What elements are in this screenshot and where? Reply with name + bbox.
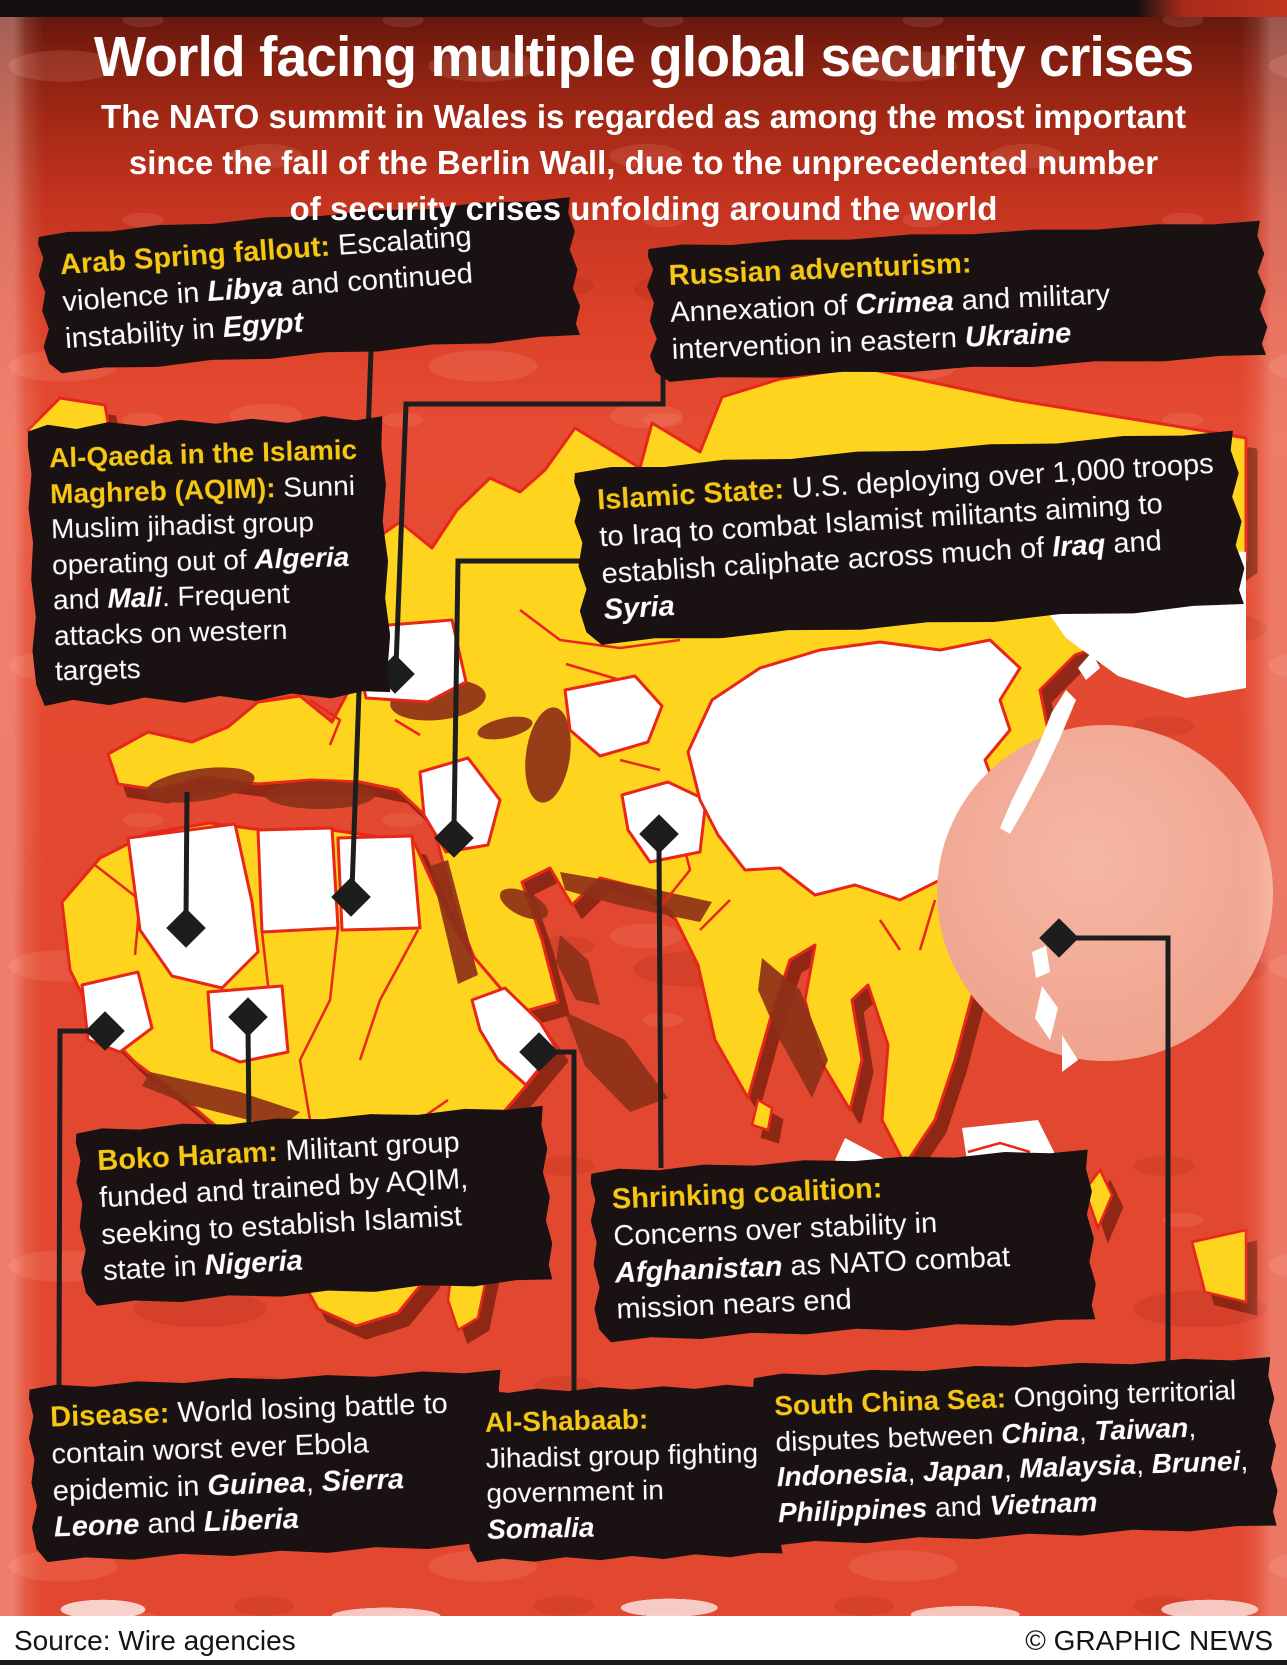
callout-text: Brunei <box>1151 1445 1241 1480</box>
callout-text: and <box>926 1489 991 1523</box>
callout-boko-haram: Boko Haram: Militant group funded and tr… <box>74 1104 555 1308</box>
callout-text: Iraq <box>1051 528 1107 564</box>
callout-text: Ukraine <box>964 316 1072 354</box>
malaysia-border <box>967 1141 1031 1154</box>
callout-text: and <box>138 1506 205 1541</box>
connector-south-china-sea <box>1060 935 1171 1372</box>
callout-text: Egypt <box>221 306 305 344</box>
connector-ukraine <box>393 370 666 667</box>
callout-al-shabaab: Al-Shabaab: Jihadist group fighting gover… <box>464 1383 784 1564</box>
sulawesi <box>1083 1167 1114 1232</box>
philippines <box>1035 986 1058 1040</box>
callout-text: China <box>1000 1415 1080 1450</box>
callout-text: Philippines <box>777 1491 928 1528</box>
sri-lanka <box>750 1098 774 1132</box>
callout-heading: Boko Haram: <box>96 1135 279 1178</box>
nigeria-diamond-icon <box>228 997 268 1037</box>
callout-text: , <box>1239 1444 1249 1477</box>
callout-text: Malaysia <box>1018 1448 1137 1484</box>
callout-text: Indonesia <box>776 1456 908 1493</box>
callout-shrinking-coalition: Shrinking coalition: Concerns over stabil… <box>589 1148 1098 1344</box>
top-bar-red-notch <box>1137 0 1287 17</box>
callout-text: , <box>1135 1448 1153 1480</box>
callout-heading: Disease: <box>49 1397 170 1434</box>
callout-text: , <box>1187 1411 1197 1443</box>
callout-text: and <box>52 583 108 616</box>
callout-south-china-sea: South China Sea: Ongoing territorial dis… <box>751 1355 1279 1547</box>
subtitle-line: since the fall of the Berlin Wall, due t… <box>128 144 1159 182</box>
callout-text: , <box>305 1465 323 1499</box>
page-title: World facing multiple global security cr… <box>93 25 1194 89</box>
callout-text: Japan <box>922 1453 1005 1488</box>
callout-text: Guinea <box>206 1466 307 1502</box>
connector-syria <box>451 558 612 829</box>
callout-heading: South China Sea: <box>773 1382 1007 1422</box>
egypt-diamond-icon <box>331 877 371 917</box>
guinea-diamond-icon <box>85 1011 125 1051</box>
callout-text: , <box>1003 1452 1020 1485</box>
callout-text: Crimea <box>854 284 955 322</box>
footer-rule <box>0 1660 1287 1665</box>
callout-text: U.S. deploying over 1,000 troops to Iraq… <box>598 447 1215 590</box>
callout-heading: Al-Shabaab: <box>484 1403 649 1438</box>
somalia-diamond-icon <box>519 1032 559 1072</box>
callout-text: , <box>906 1456 924 1488</box>
callout-text: and <box>1104 524 1163 561</box>
callout-text: , <box>1078 1414 1095 1447</box>
callout-text: Somalia <box>486 1511 595 1545</box>
japan <box>1000 690 1076 834</box>
top-black-bar <box>0 0 1287 17</box>
syria-diamond-icon <box>434 818 474 858</box>
callout-heading: Islamic State: <box>596 473 785 517</box>
callout-text: Vietnam <box>988 1485 1098 1521</box>
callout-text: Mali <box>107 581 163 615</box>
country-syria-iraq <box>418 756 502 854</box>
caspian-sea <box>525 707 571 803</box>
connector-afghanistan <box>656 845 664 1169</box>
callout-text: Jihadist group fighting government in <box>485 1436 759 1509</box>
footer-credit: © GRAPHIC NEWS <box>1025 1625 1273 1656</box>
country-central-asia <box>563 674 664 758</box>
persian-gulf <box>499 888 549 920</box>
afghanistan-diamond-icon <box>639 814 679 854</box>
diamond-markers <box>85 654 1079 1072</box>
new-guinea <box>1190 1228 1248 1304</box>
south-china-sea-diamond-icon <box>1039 918 1079 958</box>
philippines-south <box>1062 1035 1078 1072</box>
connector-nigeria <box>245 1025 252 1129</box>
callout-text: Algeria <box>253 540 350 575</box>
callout-text: Libya <box>206 270 284 308</box>
footer: Source: Wire agencies © GRAPHIC NEWS <box>0 1616 1287 1673</box>
callout-text: Annexation of <box>669 289 857 329</box>
subtitle-line: The NATO summit in Wales is regarded as … <box>101 98 1186 135</box>
mali-diamond-icon <box>166 908 206 948</box>
taiwan <box>1032 946 1050 978</box>
callout-text: Taiwan <box>1093 1411 1189 1446</box>
callout-aqim: Al-Qaeda in the Islamic Maghreb (AQIM): … <box>26 413 392 708</box>
footer-source: Source: Wire agencies <box>14 1625 296 1656</box>
callout-text: Liberia <box>203 1503 300 1539</box>
red-sea <box>430 860 478 984</box>
subtitle-line: of security crises unfolding around the … <box>289 190 998 228</box>
country-libya <box>256 826 340 934</box>
japan-north <box>1078 652 1100 680</box>
callout-text: Afghanistan <box>614 1250 784 1290</box>
callout-disease: Disease: World losing battle to contain … <box>27 1368 509 1564</box>
country-algeria-mali <box>126 822 260 990</box>
callout-text: Syria <box>602 590 676 627</box>
connector-mali <box>183 791 190 921</box>
callout-text: Nigeria <box>203 1245 304 1283</box>
page-subtitle: The NATO summit in Wales is regarded as … <box>0 94 1287 233</box>
